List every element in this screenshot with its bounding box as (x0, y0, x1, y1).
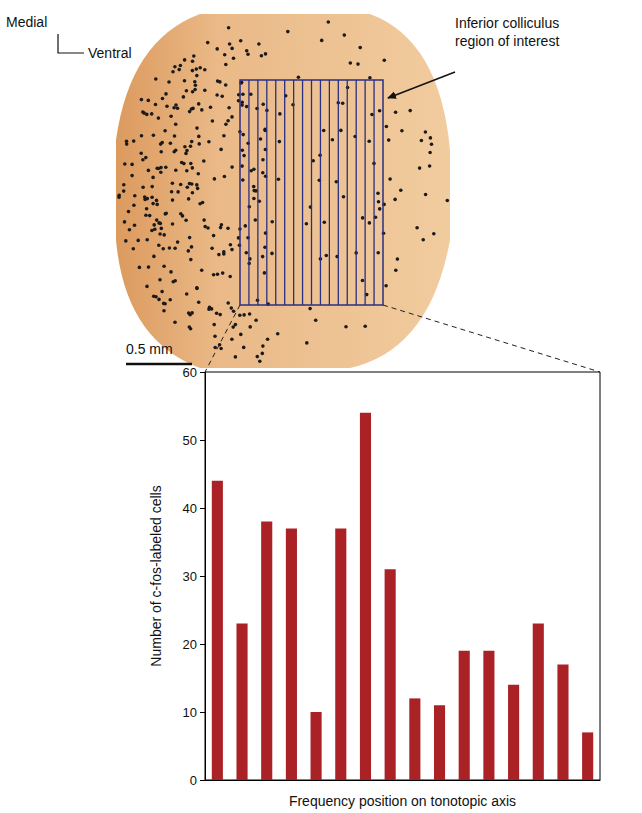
svg-text:Frequency position on tonotopi: Frequency position on tonotopic axis (289, 793, 516, 809)
svg-text:Inferior colliculus: Inferior colliculus (455, 15, 559, 31)
svg-text:0.5 mm: 0.5 mm (126, 341, 173, 357)
svg-text:60: 60 (183, 365, 197, 380)
svg-text:region of interest: region of interest (455, 33, 559, 49)
svg-text:0: 0 (190, 773, 197, 788)
svg-text:40: 40 (183, 501, 197, 516)
svg-text:Number of c-fos-labeled cells: Number of c-fos-labeled cells (148, 485, 164, 666)
svg-text:30: 30 (183, 569, 197, 584)
svg-text:20: 20 (183, 637, 197, 652)
svg-text:Ventral: Ventral (88, 45, 132, 61)
svg-text:50: 50 (183, 433, 197, 448)
svg-text:10: 10 (183, 705, 197, 720)
svg-text:Medial: Medial (6, 14, 47, 30)
